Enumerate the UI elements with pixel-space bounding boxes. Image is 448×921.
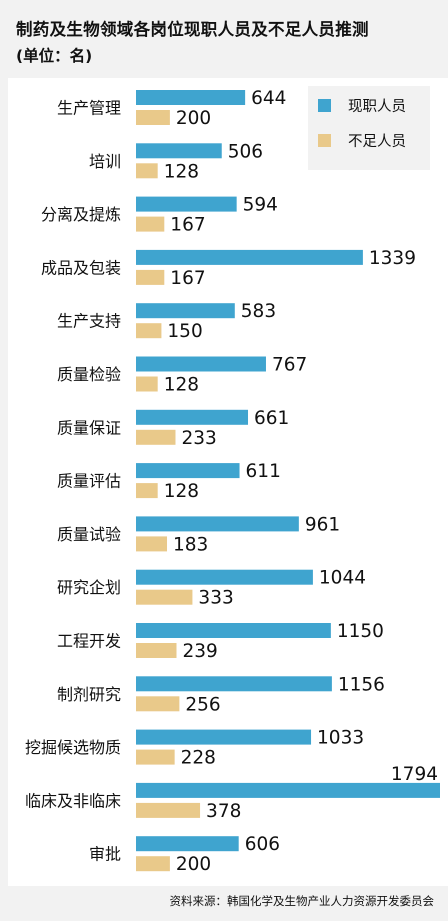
- bar-current: [136, 676, 332, 692]
- data-label: 1033: [317, 728, 364, 749]
- bar-current: [136, 356, 266, 372]
- bar-current: [136, 303, 235, 319]
- data-label: 1794: [391, 764, 438, 785]
- data-label: 183: [173, 534, 208, 555]
- chart-panel: [8, 78, 448, 886]
- data-label: 767: [272, 355, 307, 376]
- bar-shortage: [136, 376, 158, 392]
- category-label: 质量试验: [57, 525, 121, 544]
- bar-shortage: [136, 589, 193, 605]
- category-label: 研究企划: [57, 578, 121, 597]
- bar-shortage: [136, 536, 168, 552]
- data-label: 506: [228, 141, 263, 162]
- bar-current: [136, 836, 239, 852]
- data-label: 128: [164, 481, 199, 502]
- data-label: 644: [251, 88, 286, 109]
- bar-shortage: [136, 323, 162, 339]
- data-label: 661: [254, 408, 289, 429]
- chart-title: 制药及生物领域各岗位现职人员及不足人员推测: [16, 20, 369, 39]
- bar-current: [136, 782, 440, 798]
- category-label: 审批: [89, 845, 121, 864]
- category-label: 培训: [89, 152, 121, 171]
- data-label: 256: [185, 694, 220, 715]
- data-label: 200: [176, 108, 211, 129]
- bar-shortage: [136, 643, 177, 658]
- bar-shortage: [136, 696, 180, 712]
- category-label: 分离及提炼: [41, 205, 121, 224]
- data-label: 239: [182, 641, 217, 662]
- data-label: 333: [198, 588, 233, 609]
- bar-current: [136, 516, 299, 532]
- data-label: 606: [245, 834, 280, 855]
- legend-label-shortage: 不足人员: [348, 134, 406, 150]
- bar-shortage: [136, 429, 176, 445]
- bar-shortage: [136, 110, 170, 125]
- bar-current: [136, 569, 313, 585]
- bar-shortage: [136, 483, 158, 499]
- category-label: 制剂研究: [57, 685, 121, 704]
- bar-current: [136, 249, 363, 265]
- bar-shortage: [136, 749, 175, 765]
- data-label: 378: [206, 801, 241, 822]
- data-label: 611: [246, 461, 281, 482]
- legend-swatch-shortage: [318, 134, 331, 147]
- category-label: 临床及非临床: [25, 791, 121, 810]
- source-note: 资料来源：韩国化学及生物产业人力资源开发委员会: [169, 894, 435, 908]
- bar-current: [136, 463, 240, 479]
- data-label: 1339: [369, 248, 416, 269]
- data-label: 228: [181, 748, 216, 769]
- category-label: 成品及包装: [41, 258, 121, 277]
- data-label: 167: [170, 215, 205, 236]
- legend-swatch-current: [318, 99, 331, 112]
- bar-shortage: [136, 269, 165, 285]
- data-label: 200: [176, 854, 211, 875]
- bar-current: [136, 729, 312, 745]
- data-label: 233: [181, 428, 216, 449]
- data-label: 1150: [337, 621, 384, 642]
- unit-label: (单位：名): [16, 47, 93, 65]
- data-label: 583: [241, 301, 276, 322]
- bar-shortage: [136, 216, 165, 232]
- category-label: 工程开发: [57, 632, 121, 651]
- bar-current: [136, 196, 237, 212]
- data-label: 128: [164, 161, 199, 182]
- data-label: 167: [170, 268, 205, 289]
- data-label: 961: [305, 514, 340, 535]
- bar-current: [136, 409, 249, 425]
- category-label: 质量保证: [57, 418, 121, 437]
- data-label: 1156: [338, 674, 385, 695]
- bar-shortage: [136, 856, 170, 872]
- category-label: 挖掘候选物质: [25, 738, 121, 757]
- data-label: 128: [164, 375, 199, 396]
- bar-current: [136, 90, 246, 105]
- category-label: 质量检验: [57, 365, 121, 384]
- category-label: 质量评估: [57, 472, 121, 491]
- legend-label-current: 现职人员: [348, 99, 406, 115]
- legend: 现职人员 不足人员: [308, 86, 430, 170]
- category-label: 生产支持: [57, 312, 121, 331]
- data-label: 594: [243, 195, 278, 216]
- category-label: 生产管理: [57, 99, 121, 118]
- bar-shortage: [136, 163, 158, 179]
- data-label: 1044: [319, 568, 366, 589]
- bar-current: [136, 143, 222, 159]
- bar-shortage: [136, 802, 201, 818]
- data-label: 150: [167, 321, 202, 342]
- bar-current: [136, 623, 331, 638]
